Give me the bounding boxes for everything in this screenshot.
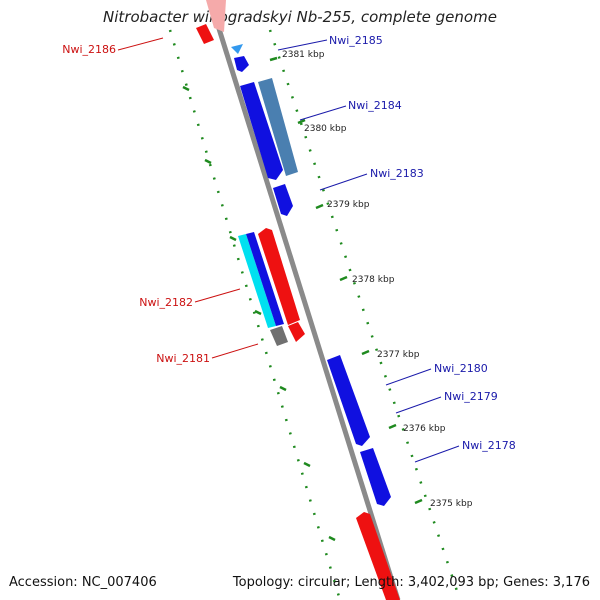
major-tick xyxy=(254,309,262,316)
gene-nwi-2184-steel[interactable] xyxy=(258,78,298,176)
leader-line xyxy=(385,368,432,386)
reverse-gene-labels: Nwi_2186 Nwi_2182 Nwi_2181 xyxy=(62,37,259,365)
leader-line xyxy=(194,288,241,303)
major-tick xyxy=(388,423,397,430)
gene-label-nwi-2182[interactable]: Nwi_2182 xyxy=(139,296,193,309)
gene-nwi-2186-fade[interactable] xyxy=(206,0,226,32)
major-tick xyxy=(315,203,324,210)
leader-line xyxy=(299,105,347,121)
leader-line xyxy=(319,173,368,191)
gene-label-nwi-2181[interactable]: Nwi_2181 xyxy=(156,352,210,365)
gene-label-nwi-2180[interactable]: Nwi_2180 xyxy=(434,362,488,375)
map-title: Nitrobacter winogradskyi Nb-255, complet… xyxy=(103,8,497,26)
kbp-label: 2380 kbp xyxy=(304,124,347,134)
major-ticks xyxy=(182,56,423,542)
gene-nwi-2183[interactable] xyxy=(273,184,293,216)
major-tick xyxy=(229,235,237,242)
kbp-labels: 2381 kbp 2380 kbp 2379 kbp 2378 kbp 2377… xyxy=(282,50,473,509)
major-tick xyxy=(361,349,370,356)
gene-label-nwi-2185[interactable]: Nwi_2185 xyxy=(329,34,383,47)
gene-nwi-2182-tail[interactable] xyxy=(288,322,305,342)
gene-label-nwi-2178[interactable]: Nwi_2178 xyxy=(462,439,516,452)
forward-genes xyxy=(231,44,391,506)
gene-nwi-2182[interactable] xyxy=(258,228,300,325)
gene-label-nwi-2179[interactable]: Nwi_2179 xyxy=(444,390,498,403)
gene-label-nwi-2186[interactable]: Nwi_2186 xyxy=(62,43,116,56)
gene-nwi-2184[interactable] xyxy=(240,82,283,180)
gene-label-nwi-2184[interactable]: Nwi_2184 xyxy=(348,99,402,112)
gene-nwi-2182-cyan[interactable] xyxy=(238,234,276,328)
kbp-label: 2375 kbp xyxy=(430,499,473,509)
reverse-genes xyxy=(196,0,400,600)
tick-rails xyxy=(168,29,462,600)
gene-nwi-2181[interactable] xyxy=(270,326,288,346)
major-tick xyxy=(297,118,306,125)
major-tick xyxy=(182,85,190,92)
major-tick xyxy=(339,275,348,282)
kbp-label: 2376 kbp xyxy=(403,424,446,434)
genome-backbone xyxy=(207,0,401,600)
gene-nwi-2186[interactable] xyxy=(196,24,214,44)
gene-nwi-2185-small[interactable] xyxy=(231,44,243,54)
accession-text: Accession: NC_007406 xyxy=(9,575,157,590)
gene-nwi-2182-blue[interactable] xyxy=(246,232,284,326)
major-tick xyxy=(303,461,311,468)
gene-nwi-2185[interactable] xyxy=(234,56,249,72)
major-tick xyxy=(414,498,423,505)
major-tick xyxy=(328,535,336,542)
gene-nwi-2180[interactable] xyxy=(327,355,370,446)
major-tick xyxy=(204,158,212,165)
kbp-label: 2379 kbp xyxy=(327,200,370,210)
leader-line xyxy=(414,445,460,463)
kbp-label: 2377 kbp xyxy=(377,350,420,360)
kbp-label: 2381 kbp xyxy=(282,50,325,60)
leader-line xyxy=(117,37,164,51)
leader-line xyxy=(395,396,442,414)
gene-label-nwi-2183[interactable]: Nwi_2183 xyxy=(370,167,424,180)
genome-summary-text: Topology: circular; Length: 3,402,093 bp… xyxy=(232,575,590,590)
leader-line xyxy=(211,343,259,359)
gene-nwi-2177[interactable] xyxy=(356,512,400,600)
major-tick xyxy=(279,385,287,392)
outer-left-rail xyxy=(168,29,342,600)
gene-nwi-2179[interactable] xyxy=(360,448,391,506)
leader-line xyxy=(277,39,328,51)
major-tick xyxy=(269,56,278,62)
kbp-label: 2378 kbp xyxy=(352,275,395,285)
forward-gene-labels: Nwi_2185 Nwi_2184 Nwi_2183 Nwi_2180 Nwi_… xyxy=(277,34,516,463)
